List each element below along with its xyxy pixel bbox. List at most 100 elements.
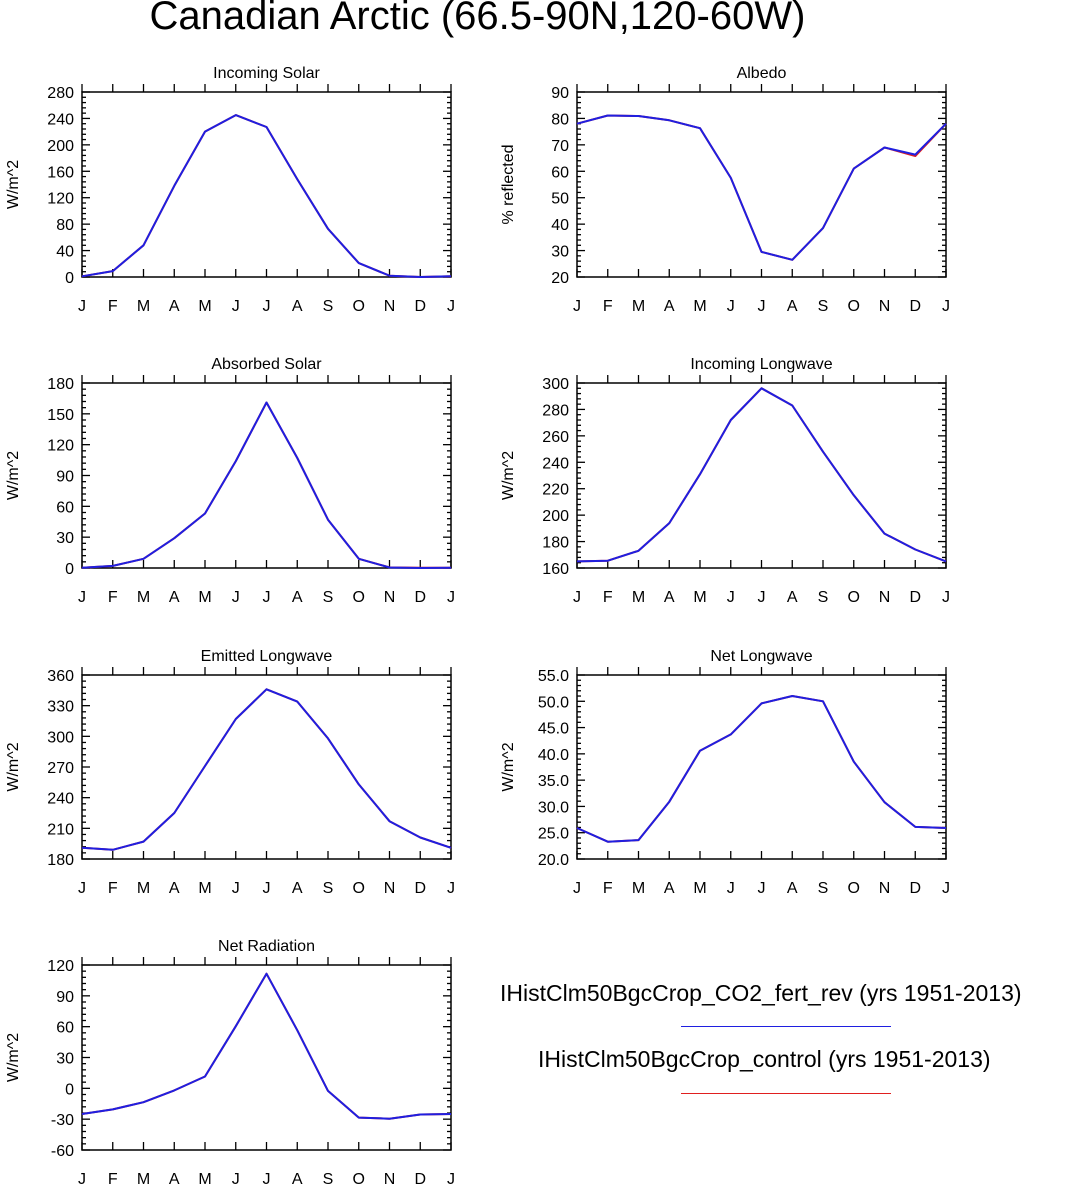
y-tick-label: 90 [56, 469, 74, 486]
x-tick-label: F [603, 589, 613, 606]
x-tick-label: J [727, 589, 735, 606]
x-tick-label: F [603, 880, 613, 897]
x-tick-label: J [942, 589, 950, 606]
y-tick-label: 50.0 [538, 694, 569, 711]
x-tick-label: J [758, 298, 766, 315]
x-tick-label: J [263, 298, 271, 315]
x-tick-label: D [414, 298, 426, 315]
y-tick-label: 300 [47, 729, 74, 746]
x-tick-label: A [169, 880, 180, 897]
plot-frame [81, 382, 452, 569]
y-tick-label: 40 [56, 244, 74, 261]
chart-panel-5: Emitted Longwave W/m^2 180 210 240 270 300 330 3… [5, 648, 455, 897]
x-tick-label: J [447, 1171, 455, 1187]
x-tick-label: F [108, 1171, 118, 1187]
x-tick-label: A [292, 880, 303, 897]
y-axis-label: W/m^2 [5, 160, 22, 209]
series-line-case [576, 114, 947, 261]
x-tick-label: J [573, 880, 581, 897]
series-line-case [81, 401, 452, 569]
series-line-case [576, 387, 947, 563]
y-tick-label: 240 [542, 455, 569, 472]
series-line-case [81, 972, 452, 1120]
y-tick-label: 180 [542, 535, 569, 552]
x-tick-label: O [353, 1171, 365, 1187]
x-tick-label: O [353, 880, 365, 897]
x-tick-label: O [353, 589, 365, 606]
y-tick-label: 80 [551, 111, 569, 128]
x-tick-label: A [787, 589, 798, 606]
y-tick-label: 120 [47, 958, 74, 975]
x-tick-label: F [603, 298, 613, 315]
y-axis-label: W/m^2 [500, 742, 517, 791]
y-tick-label: 60 [56, 1020, 74, 1037]
y-axis-label: W/m^2 [5, 742, 22, 791]
x-tick-label: S [818, 298, 829, 315]
y-tick-label: 330 [47, 699, 74, 716]
chart-panel-1: Incoming Solar W/m^2 0 40 80 120 160 200 240 280 J… [5, 65, 455, 315]
y-tick-label: 20.0 [538, 852, 569, 869]
y-tick-label: 30 [551, 244, 569, 261]
x-tick-label: S [818, 880, 829, 897]
series-line-control [81, 401, 452, 569]
chart-panel-6: Net Longwave W/m^2 20.0 25.0 30.0 35.0 40.0 45.… [500, 648, 950, 897]
x-tick-label: N [384, 880, 396, 897]
y-tick-label: 280 [542, 402, 569, 419]
x-tick-label: J [263, 880, 271, 897]
series-line-case [81, 114, 452, 278]
y-tick-label: 240 [47, 111, 74, 128]
x-tick-label: A [169, 589, 180, 606]
chart-panel-4: Incoming Longwave W/m^2 160 180 200 220 240 260… [500, 356, 950, 606]
y-tick-label: 0 [65, 561, 74, 578]
x-tick-label: J [758, 880, 766, 897]
x-tick-label: J [727, 880, 735, 897]
chart-panel-3: Absorbed Solar W/m^2 0 30 60 90 120 150 180 J F M A M… [5, 356, 455, 606]
x-tick-label: N [879, 298, 891, 315]
y-tick-label: 0 [65, 270, 74, 287]
x-tick-label: J [573, 298, 581, 315]
chart-panel-7: Net Radiation W/m^2 -60 -30 0 30 60 90 120 J F M A M J… [5, 938, 455, 1187]
x-tick-label: J [263, 589, 271, 606]
x-tick-label: A [664, 589, 675, 606]
x-tick-label: M [693, 589, 706, 606]
y-tick-label: 180 [47, 852, 74, 869]
y-tick-label: 280 [47, 85, 74, 102]
y-tick-label: 260 [542, 429, 569, 446]
y-tick-label: 90 [56, 989, 74, 1006]
y-axis-label: % reflected [500, 144, 517, 224]
y-tick-label: 30 [56, 1051, 74, 1068]
x-tick-label: J [78, 1171, 86, 1187]
y-tick-label: 30.0 [538, 799, 569, 816]
x-tick-label: M [693, 880, 706, 897]
x-tick-label: J [263, 1171, 271, 1187]
y-tick-label: 60 [551, 164, 569, 181]
series-line-control [576, 387, 947, 563]
x-tick-label: J [573, 589, 581, 606]
x-tick-label: D [909, 298, 921, 315]
y-tick-label: 220 [542, 482, 569, 499]
x-tick-label: J [78, 880, 86, 897]
x-tick-label: O [848, 589, 860, 606]
y-axis-label: W/m^2 [5, 451, 22, 500]
x-tick-label: N [879, 880, 891, 897]
x-tick-label: J [942, 298, 950, 315]
x-tick-label: J [758, 589, 766, 606]
x-tick-label: S [323, 880, 334, 897]
x-tick-label: M [198, 880, 211, 897]
x-tick-label: J [447, 589, 455, 606]
x-tick-label: A [664, 298, 675, 315]
plot-frame [576, 91, 947, 278]
x-tick-label: S [323, 298, 334, 315]
x-tick-label: A [292, 1171, 303, 1187]
x-tick-label: J [78, 298, 86, 315]
y-tick-label: 240 [47, 791, 74, 808]
x-tick-label: F [108, 298, 118, 315]
x-tick-label: S [818, 589, 829, 606]
x-tick-label: D [414, 880, 426, 897]
y-tick-label: 360 [47, 668, 74, 685]
y-tick-label: 80 [56, 217, 74, 234]
y-tick-label: 160 [542, 561, 569, 578]
x-tick-label: M [693, 298, 706, 315]
chart-title: Absorbed Solar [211, 356, 322, 373]
y-tick-label: 40 [551, 217, 569, 234]
